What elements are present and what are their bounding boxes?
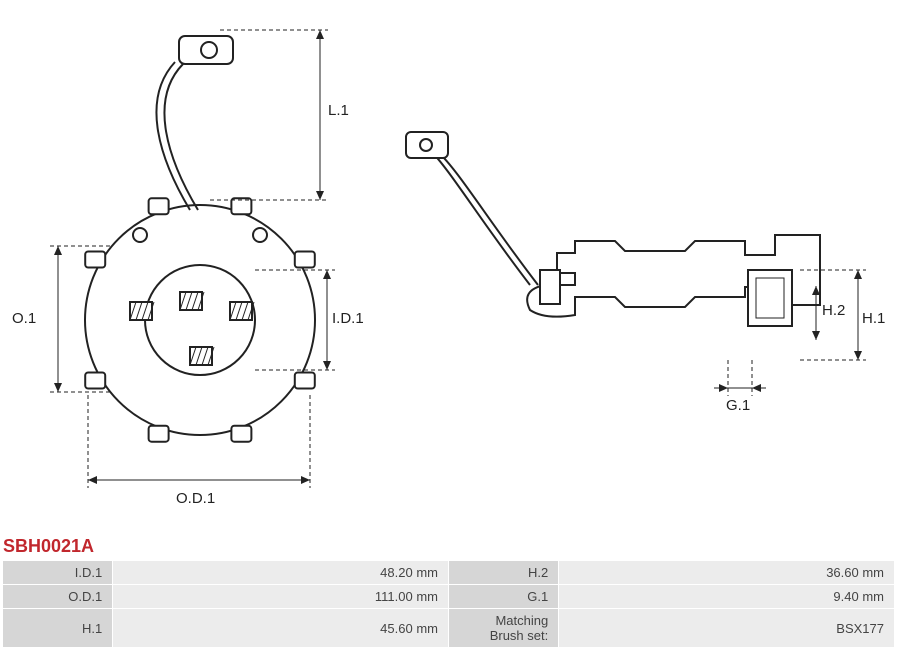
spec-val: 111.00 mm — [113, 585, 449, 609]
diagram-area: L.1 I.D.1 O.1 O.D.1 H.1 H.2 G.1 — [0, 0, 897, 530]
spec-table: I.D.148.20 mmH.236.60 mmO.D.1111.00 mmG.… — [2, 560, 895, 648]
spec-key: O.D.1 — [3, 585, 113, 609]
dim-label-od1: O.D.1 — [176, 490, 215, 507]
technical-drawing-svg — [0, 0, 897, 530]
spec-val: 48.20 mm — [113, 561, 449, 585]
dim-label-g1: G.1 — [726, 397, 750, 414]
spec-key: G.1 — [448, 585, 558, 609]
spec-row: I.D.148.20 mmH.236.60 mm — [3, 561, 895, 585]
dim-label-h2: H.2 — [822, 302, 845, 319]
dim-label-l1: L.1 — [328, 102, 349, 119]
spec-row: O.D.1111.00 mmG.19.40 mm — [3, 585, 895, 609]
spec-key: H.2 — [448, 561, 558, 585]
spec-val: 45.60 mm — [113, 609, 449, 648]
spec-row: H.145.60 mmMatching Brush set:BSX177 — [3, 609, 895, 648]
dim-label-h1: H.1 — [862, 310, 885, 327]
spec-key: Matching Brush set: — [448, 609, 558, 648]
spec-key: I.D.1 — [3, 561, 113, 585]
dim-label-o1: O.1 — [12, 310, 36, 327]
spec-val: 9.40 mm — [559, 585, 895, 609]
part-number: SBH0021A — [3, 536, 94, 557]
spec-val: 36.60 mm — [559, 561, 895, 585]
spec-key: H.1 — [3, 609, 113, 648]
spec-val: BSX177 — [559, 609, 895, 648]
dim-label-id1: I.D.1 — [332, 310, 364, 327]
